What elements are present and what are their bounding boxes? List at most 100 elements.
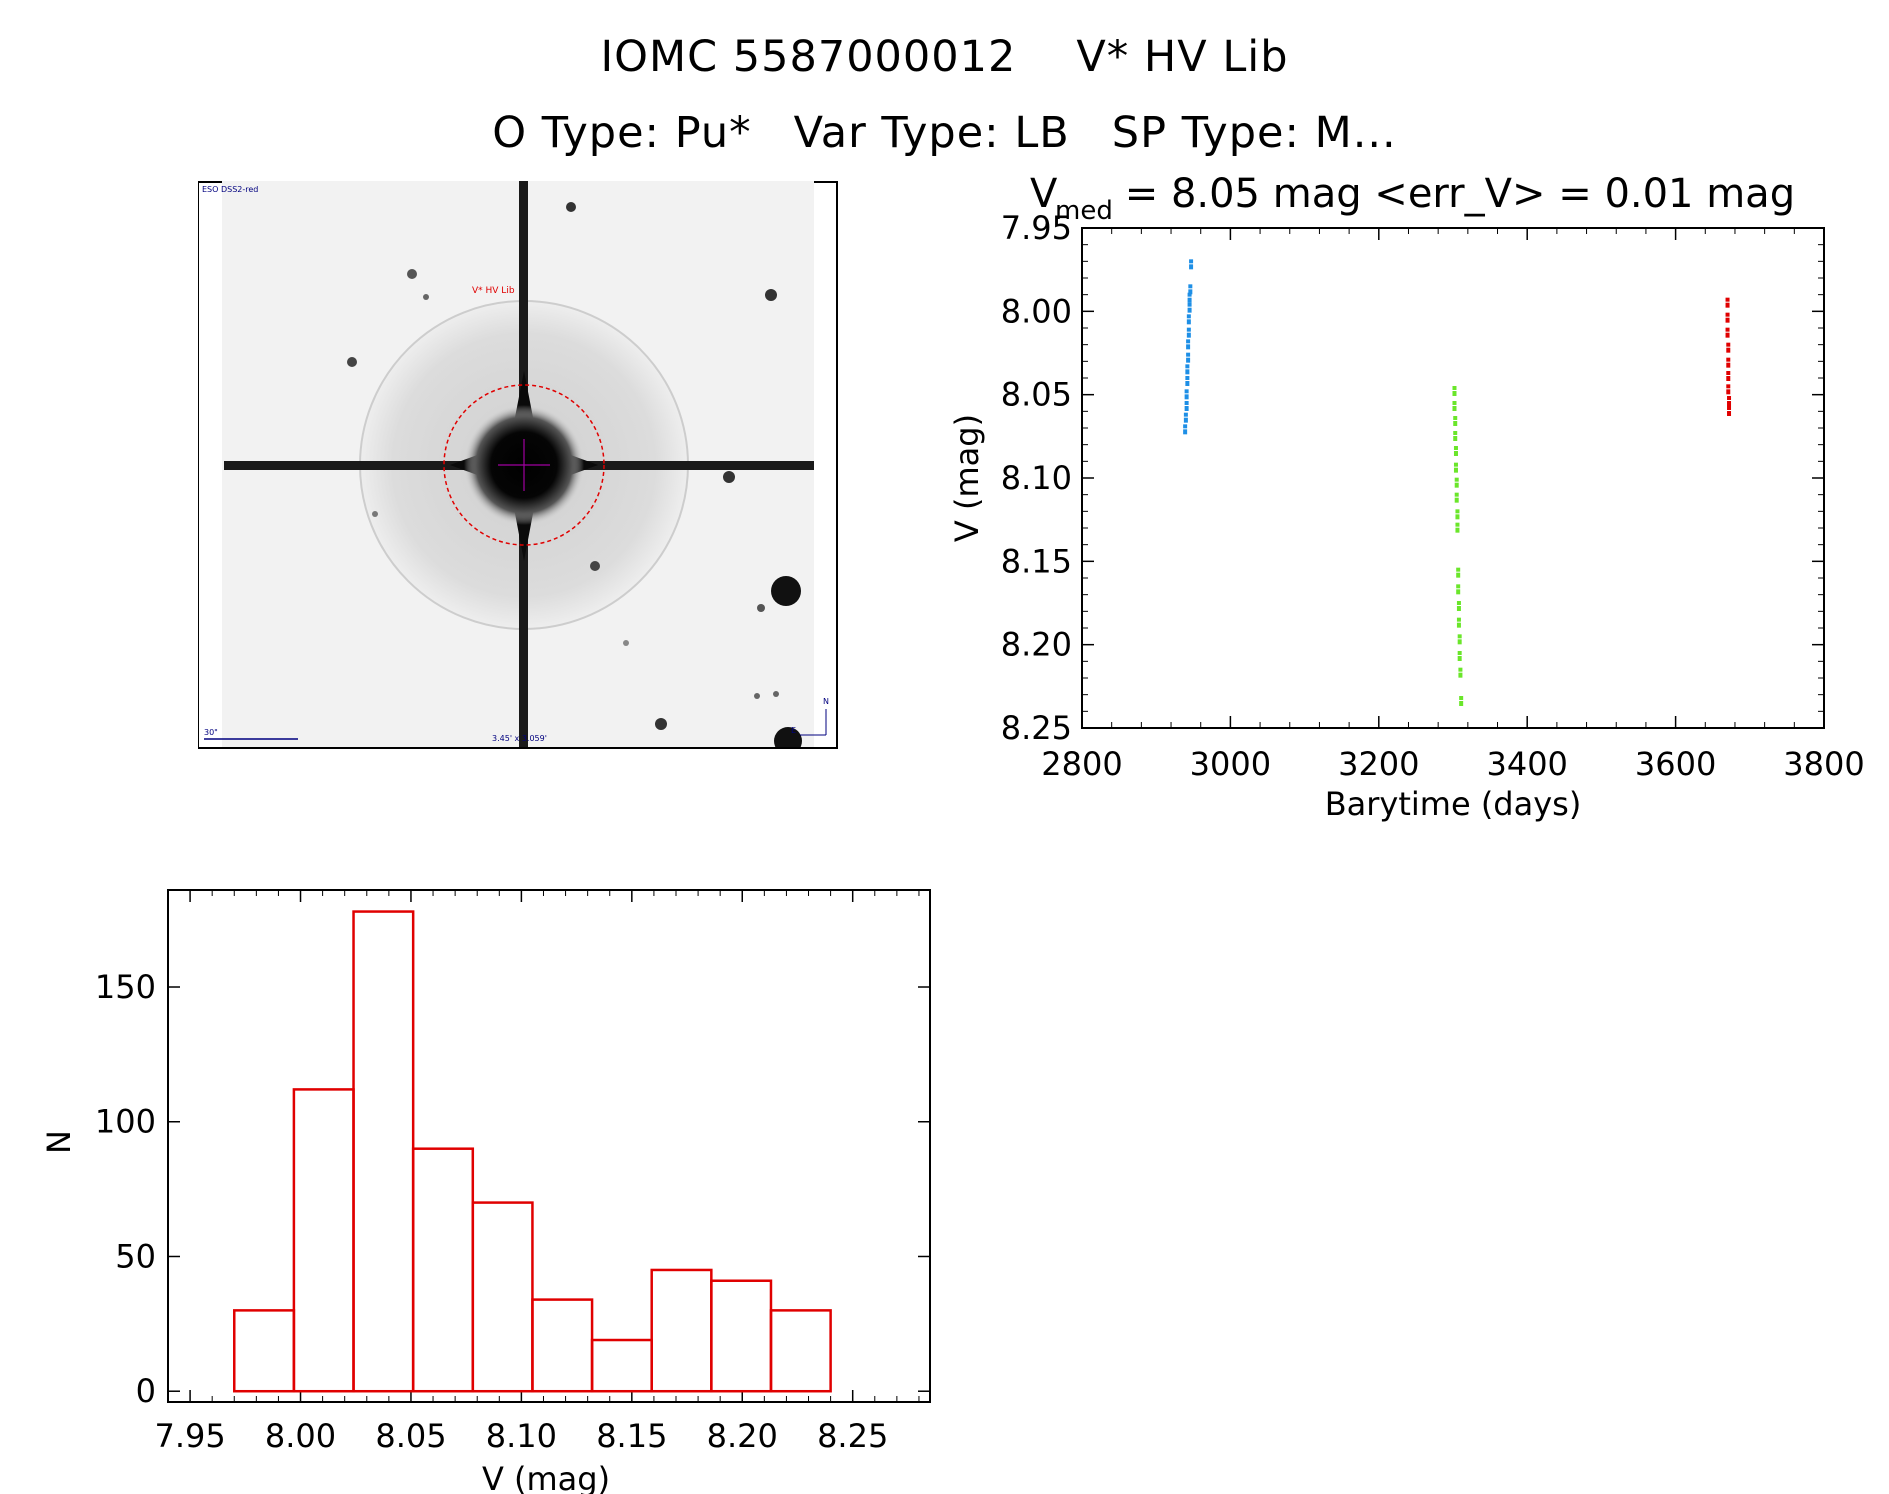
lc-point-fill [1183,429,1188,435]
lc-point-fill [1187,307,1192,313]
lc-point [1725,297,1730,302]
lc-point-fill [1456,622,1461,628]
lc-point-fill [1185,369,1190,375]
lc-point-fill [1726,362,1731,368]
lc-point [1453,462,1458,467]
hist-bar [352,910,415,1393]
lc-point-fill [1452,406,1457,411]
hist-xtick-label: 8.00 [265,1417,336,1455]
lc-point [1184,389,1189,394]
lc-point [1453,431,1458,435]
hist-ylabel: N [40,1130,78,1154]
lc-xtick-label: 3400 [1486,745,1567,783]
field-star [754,693,760,699]
lc-point [1454,477,1459,482]
lc-point [1187,292,1192,297]
lc-point-fill [1726,389,1731,395]
variability-type: Var Type: LB [793,108,1070,158]
lc-ytick-label: 8.20 [1001,626,1072,664]
lc-point [1186,339,1191,344]
hist-ytick-label: 100 [95,1103,156,1141]
lc-point-fill [1453,421,1458,426]
star-name: V* HV Lib [1076,32,1289,82]
field-star [372,511,378,517]
hist-bar [531,1298,594,1393]
hist-bar [233,1309,296,1393]
lc-point-fill [1726,347,1731,353]
lc-point-fill [1188,289,1193,295]
field-star [407,269,417,279]
lc-point-fill [1455,527,1460,533]
chart-title-line1: IOMC 5587000012 V* HV Lib [0,32,1889,82]
lc-point-fill [1725,317,1730,323]
hist-bar [650,1268,713,1393]
lc-point-fill [1453,436,1458,441]
lc-point-fill [1457,656,1462,661]
lc-point-fill [1456,606,1461,611]
lc-xtick-label: 3600 [1635,745,1716,783]
star-id: IOMC 5587000012 [600,32,1017,82]
field-star [773,691,779,697]
lc-point [1456,617,1461,622]
field-star [655,718,667,730]
chart-title-line2: O Type: Pu* Var Type: LB SP Type: M... [0,108,1889,158]
lc-point [1452,386,1457,390]
lc-point-fill [1727,401,1732,406]
lc-data-points [1183,259,1732,706]
lc-point [1452,401,1457,405]
finder-chart-image: ESO DSS2-red V* HV Lib 30" 3.45' x 3.059… [198,181,838,749]
lc-title-sub: med [1055,196,1113,226]
lc-point-fill [1456,589,1461,595]
lc-xtick-label: 2800 [1041,745,1122,783]
hist-xtick-label: 8.10 [486,1417,557,1455]
target-label: V* HV Lib [472,286,515,296]
lc-point [1183,424,1188,429]
lc-point [1456,601,1461,605]
lc-point-fill [1726,376,1731,381]
object-type: O Type: Pu* [492,108,752,158]
hist-bar [471,1201,534,1393]
hist-xlabel: V (mag) [482,1460,610,1494]
hist-axis-ticks: 7.95 8.00 8.05 8.10 8.15 8.20 8.25 0 50 100 150 [95,890,930,1455]
lc-ytick-label: 8.05 [1001,376,1072,414]
lc-point [1186,314,1191,319]
lc-point-fill [1186,357,1191,363]
lc-ylabel: V (mag) [948,414,986,542]
field-star [757,604,765,612]
field-star [423,294,429,300]
lc-point [1189,259,1194,264]
lc-point [1453,446,1458,450]
lc-xtick-label: 3800 [1783,745,1864,783]
lc-ytick-label: 8.15 [1001,542,1072,580]
lc-point [1726,357,1731,362]
field-star [723,471,735,483]
scale-label: 30" [204,728,218,737]
field-star [765,289,777,301]
lc-point [1726,371,1731,375]
hist-bar [292,1088,355,1393]
lc-point [1457,651,1462,655]
lc-point-fill [1727,411,1732,416]
lc-point [1456,584,1461,589]
lc-point-fill [1187,297,1192,303]
lc-point [1726,384,1731,389]
target-circle [443,384,605,546]
lc-ytick-label: 7.95 [1001,209,1072,247]
lc-ytick-label: 8.10 [1001,459,1072,497]
lc-point [1185,364,1190,369]
hist-plot-frame [167,889,931,1403]
light-curve-chart: V med = 8.05 mag <err_V> = 0.01 mag 2800… [948,171,1865,823]
hist-xtick-label: 8.25 [817,1417,888,1455]
lc-xlabel: Barytime (days) [1325,785,1582,823]
lc-point [1186,352,1191,357]
lc-point [1725,312,1730,317]
lc-axis-ticks: 2800 3000 3200 3400 3600 3800 7.95 8.00 8.05 8.10… [1001,209,1865,783]
hist-bar [710,1279,773,1393]
lc-point [1727,396,1732,400]
lc-point-fill [1186,319,1191,325]
lc-point-fill [1456,572,1461,578]
lc-point [1727,406,1732,410]
fov-label: 3.45' x 3.059' [492,734,547,743]
lc-point [1457,634,1462,639]
